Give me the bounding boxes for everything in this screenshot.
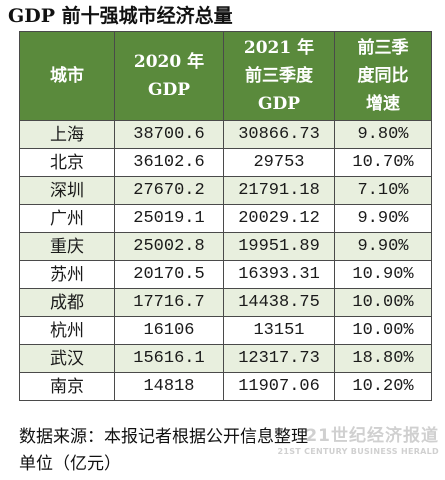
header-gdp-2021-line1: 2021 年 — [243, 38, 315, 58]
cell-city: 武汉 — [19, 344, 115, 373]
cell-gdp-2021-q3: 12317.73 — [223, 344, 335, 373]
cell-gdp-2021-q3: 16393.31 — [223, 260, 335, 289]
table-row: 南京 14818 11907.06 10.20% — [19, 372, 432, 401]
cell-growth: 10.90% — [334, 260, 432, 289]
table-header-row: 城市 2020 年 GDP 2021 年 前三季度 GDP 前三季 度同比 增速 — [19, 31, 432, 121]
cell-growth: 9.80% — [334, 120, 432, 149]
header-growth-line2: 度同比 — [357, 66, 409, 86]
table-row: 广州 25019.1 20029.12 9.90% — [19, 204, 432, 233]
cell-growth: 10.00% — [334, 288, 432, 317]
table-row: 成都 17716.7 14438.75 10.00% — [19, 288, 432, 317]
cell-city: 上海 — [19, 120, 115, 149]
table-row: 苏州 20170.5 16393.31 10.90% — [19, 260, 432, 289]
cell-growth: 10.70% — [334, 148, 432, 177]
cell-growth: 9.90% — [334, 204, 432, 233]
cell-gdp-2021-q3: 30866.73 — [223, 120, 335, 149]
header-gdp-2021-q3: 2021 年 前三季度 GDP — [223, 31, 335, 121]
table-row: 北京 36102.6 29753 10.70% — [19, 148, 432, 177]
header-growth: 前三季 度同比 增速 — [334, 31, 432, 121]
cell-gdp-2020: 36102.6 — [114, 148, 224, 177]
cell-gdp-2020: 14818 — [114, 372, 224, 401]
header-gdp-2020-line2: GDP — [147, 80, 191, 100]
cell-gdp-2021-q3: 29753 — [223, 148, 335, 177]
cell-gdp-2020: 16106 — [114, 316, 224, 345]
cell-city: 北京 — [19, 148, 115, 177]
cell-gdp-2020: 27670.2 — [114, 176, 224, 205]
header-gdp-2020-line1: 2020 年 — [133, 52, 205, 72]
document-title: GDP 前十强城市经济总量 — [8, 5, 233, 27]
cell-gdp-2020: 15616.1 — [114, 344, 224, 373]
table-row: 重庆 25002.8 19951.89 9.90% — [19, 232, 432, 261]
data-source-note: 数据来源：本报记者根据公开信息整理 — [19, 427, 308, 447]
footer-notes: 数据来源：本报记者根据公开信息整理 单位（亿元） — [19, 424, 308, 478]
cell-city: 广州 — [19, 204, 115, 233]
cell-gdp-2021-q3: 20029.12 — [223, 204, 335, 233]
cell-growth: 10.00% — [334, 316, 432, 345]
table-row: 上海 38700.6 30866.73 9.80% — [19, 120, 432, 149]
cell-gdp-2020: 25019.1 — [114, 204, 224, 233]
cell-gdp-2020: 25002.8 — [114, 232, 224, 261]
cell-gdp-2021-q3: 21791.18 — [223, 176, 335, 205]
cell-gdp-2021-q3: 19951.89 — [223, 232, 335, 261]
cell-gdp-2021-q3: 14438.75 — [223, 288, 335, 317]
header-city-label: 城市 — [50, 66, 84, 86]
cell-city: 南京 — [19, 372, 115, 401]
header-gdp-2021-line3: GDP — [257, 94, 301, 114]
header-growth-line1: 前三季 — [357, 38, 409, 58]
cell-gdp-2020: 38700.6 — [114, 120, 224, 149]
header-gdp-2020: 2020 年 GDP — [114, 31, 224, 121]
cell-city: 成都 — [19, 288, 115, 317]
table-row: 武汉 15616.1 12317.73 18.80% — [19, 344, 432, 373]
table-row: 杭州 16106 13151 10.00% — [19, 316, 432, 345]
cell-growth: 10.20% — [334, 372, 432, 401]
cell-city: 杭州 — [19, 316, 115, 345]
cell-growth: 18.80% — [334, 344, 432, 373]
cell-gdp-2021-q3: 13151 — [223, 316, 335, 345]
header-gdp-2021-line2: 前三季度 — [245, 66, 313, 86]
cell-growth: 9.90% — [334, 232, 432, 261]
header-growth-line3: 增速 — [366, 94, 400, 114]
unit-note: 单位（亿元） — [19, 454, 121, 474]
cell-gdp-2020: 20170.5 — [114, 260, 224, 289]
table-row: 深圳 27670.2 21791.18 7.10% — [19, 176, 432, 205]
cell-gdp-2021-q3: 11907.06 — [223, 372, 335, 401]
gdp-table: 城市 2020 年 GDP 2021 年 前三季度 GDP 前三季 度同比 增速… — [19, 31, 432, 401]
cell-city: 苏州 — [19, 260, 115, 289]
cell-city: 重庆 — [19, 232, 115, 261]
header-city: 城市 — [19, 31, 115, 121]
cell-gdp-2020: 17716.7 — [114, 288, 224, 317]
cell-growth: 7.10% — [334, 176, 432, 205]
cell-city: 深圳 — [19, 176, 115, 205]
